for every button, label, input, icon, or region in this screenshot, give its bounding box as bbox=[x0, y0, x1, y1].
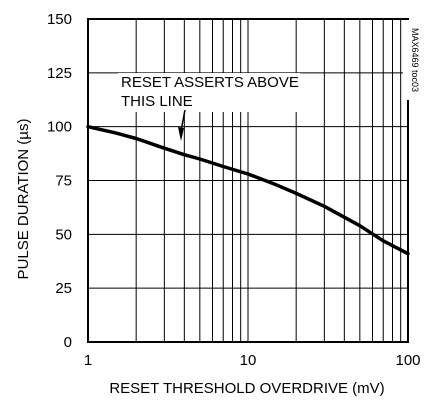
side-label: MAX6469 toc03 bbox=[410, 28, 420, 92]
x-tick-label: 10 bbox=[240, 352, 257, 369]
y-tick-label: 100 bbox=[47, 119, 72, 136]
annotation-arrow-shaft bbox=[180, 109, 186, 132]
side-label-background bbox=[403, 20, 415, 100]
annotation-line-1: RESET ASSERTS ABOVE bbox=[121, 74, 299, 91]
x-tick-label: 1 bbox=[84, 352, 92, 369]
y-tick-label: 25 bbox=[55, 280, 72, 297]
horizontal-gridlines bbox=[88, 72, 408, 289]
y-axis-title: PULSE DURATION (µs) bbox=[15, 119, 32, 280]
annotation-line-2: THIS LINE bbox=[121, 93, 193, 110]
y-tick-label: 75 bbox=[55, 173, 72, 190]
y-tick-label: 150 bbox=[47, 11, 72, 28]
y-tick-label: 125 bbox=[47, 65, 72, 82]
plot-frame bbox=[87, 18, 409, 343]
series-line-1 bbox=[86, 124, 410, 256]
series-layer bbox=[86, 124, 410, 256]
y-tick-label: 0 bbox=[64, 334, 72, 351]
y-tick-labels: 0 25 50 75 100 125 150 bbox=[47, 11, 72, 351]
y-tick-label: 50 bbox=[55, 226, 72, 243]
x-axis-title: RESET THRESHOLD OVERDRIVE (mV) bbox=[109, 380, 384, 397]
annotation-arrow-head bbox=[178, 127, 184, 141]
x-tick-label: 100 bbox=[395, 352, 420, 369]
x-tick-labels: 1 10 100 bbox=[84, 352, 421, 369]
annotation-background bbox=[118, 73, 300, 112]
